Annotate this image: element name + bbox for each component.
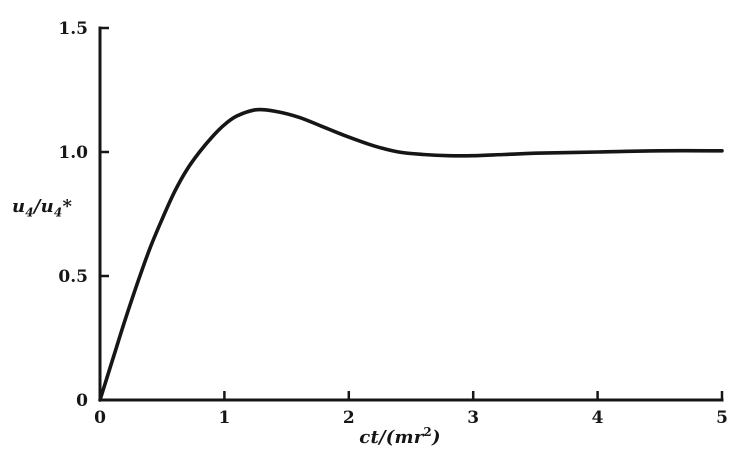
x-tick-label: 4	[592, 408, 604, 428]
x-tick-label: 0	[94, 408, 106, 428]
response-curve	[98, 107, 724, 402]
y-tick-label: 1.0	[58, 143, 88, 163]
x-axis-label: ct/(mr2)	[310, 425, 490, 448]
y-tick-label: 0.5	[58, 267, 88, 287]
y-axis-label: u4/u4*	[12, 196, 73, 220]
x-tick-label: 2	[343, 408, 355, 428]
y-tick-label: 0	[76, 391, 88, 411]
x-tick-label: 5	[716, 408, 728, 428]
x-axis-label-post: )	[431, 427, 441, 448]
x-tick-label: 1	[218, 408, 230, 428]
y-axis-label-text: u4/u4	[12, 196, 63, 220]
y-axis-label-star: *	[62, 196, 73, 217]
axes-spine	[98, 26, 724, 402]
x-tick-label: 3	[467, 408, 479, 428]
x-axis-label-exponent: 2	[423, 425, 432, 439]
y-tick-label: 1.5	[58, 19, 88, 39]
x-axis-label-pre: ct/(mr	[359, 427, 424, 448]
